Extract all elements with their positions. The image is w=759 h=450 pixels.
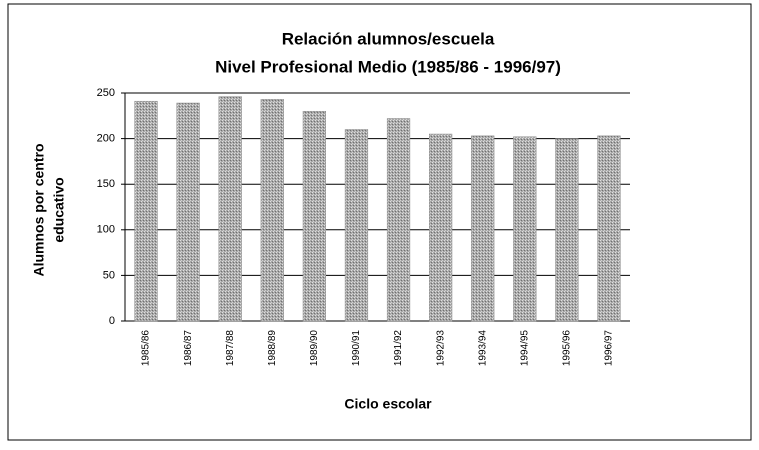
x-tick-label: 1995/96 xyxy=(562,330,573,367)
bar xyxy=(597,135,621,322)
x-tick-label: 1990/91 xyxy=(351,330,362,367)
bar xyxy=(176,102,200,322)
y-tick-label: 150 xyxy=(97,178,115,190)
bar xyxy=(555,138,579,322)
x-axis-title: Ciclo escolar xyxy=(344,396,432,412)
bar xyxy=(344,129,369,322)
bar xyxy=(513,136,537,322)
x-tick-label: 1987/88 xyxy=(225,330,236,367)
x-tick-label: 1989/90 xyxy=(309,330,320,367)
y-tick-label: 200 xyxy=(97,133,115,145)
bar xyxy=(429,133,453,322)
x-tick-label: 1996/97 xyxy=(604,330,615,367)
chart-subtitle: Nivel Profesional Medio (1985/86 - 1996/… xyxy=(215,57,561,76)
bar xyxy=(260,99,284,322)
y-axis-title: Alumnos por centro xyxy=(31,143,47,276)
x-tick-label: 1985/86 xyxy=(141,330,152,367)
chart-title: Relación alumnos/escuela xyxy=(282,29,495,48)
x-tick-label: 1988/89 xyxy=(267,330,278,367)
bar xyxy=(386,118,411,322)
x-tick-label: 1994/95 xyxy=(519,330,530,367)
y-tick-label: 50 xyxy=(103,269,115,281)
bar xyxy=(302,110,326,322)
bar xyxy=(471,135,495,322)
x-tick-label: 1993/94 xyxy=(477,330,488,367)
y-tick-label: 250 xyxy=(97,87,115,99)
bar xyxy=(134,100,158,322)
x-tick-label: 1992/93 xyxy=(435,330,446,367)
chart-border xyxy=(7,3,752,441)
x-tick-label: 1991/92 xyxy=(393,330,404,367)
x-tick-label: 1986/87 xyxy=(183,330,194,367)
y-tick-label: 100 xyxy=(97,224,115,236)
y-axis-title: educativo xyxy=(51,177,67,242)
bar xyxy=(218,96,242,322)
y-tick-label: 0 xyxy=(109,315,115,327)
